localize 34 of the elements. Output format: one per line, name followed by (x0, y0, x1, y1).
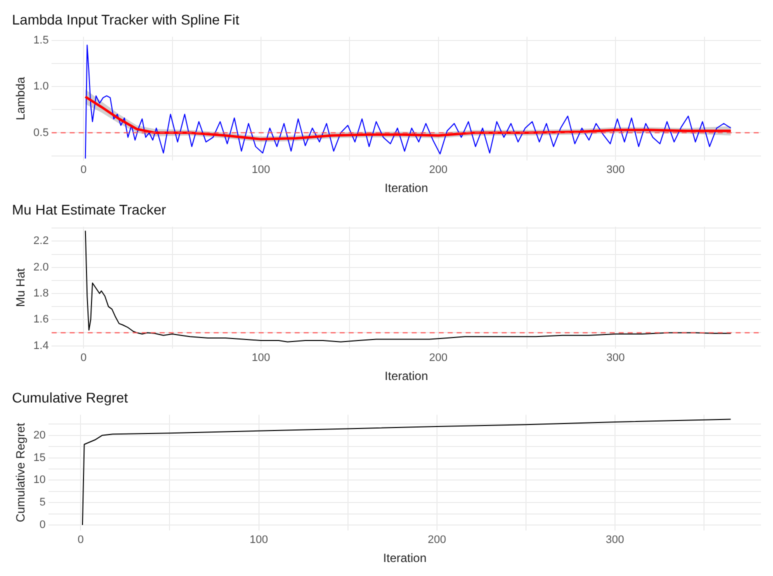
y-tick-label: 1.8 (33, 288, 49, 300)
y-tick-label: 2.2 (33, 235, 49, 248)
x-tick-label: 200 (429, 352, 448, 364)
x-axis-title: Iteration (383, 551, 426, 566)
y-tick-label: 1.4 (33, 340, 49, 352)
y-axis-title: Mu Hat (14, 268, 28, 307)
x-tick-label: 100 (250, 534, 268, 546)
chart-title: Cumulative Regret (12, 389, 128, 406)
x-tick-label: 200 (428, 534, 446, 546)
y-tick-label: 1.5 (33, 34, 49, 47)
y-axis-title: Cumulative Regret (14, 422, 28, 522)
x-tick-label: 300 (606, 352, 625, 364)
x-tick-label: 200 (429, 164, 448, 176)
x-tick-label: 0 (78, 534, 84, 546)
chart-title: Mu Hat Estimate Tracker (12, 201, 166, 218)
y-axis-title: Lambda (14, 76, 28, 120)
y-tick-label: 5 (40, 496, 46, 509)
y-tick-label: 1.0 (33, 80, 49, 93)
y-tick-label: 0.5 (33, 126, 49, 139)
x-tick-label: 300 (606, 534, 624, 546)
y-tick-label: 2.0 (33, 261, 49, 274)
x-axis-title: Iteration (384, 181, 428, 196)
chart-title: Lambda Input Tracker with Spline Fit (12, 11, 240, 28)
y-tick-label: 20 (33, 429, 46, 442)
y-tick-label: 1.6 (33, 314, 49, 326)
x-tick-label: 0 (80, 164, 87, 176)
y-tick-label: 0 (40, 519, 46, 532)
x-tick-label: 300 (606, 164, 625, 176)
x-tick-label: 100 (252, 352, 270, 364)
x-tick-label: 100 (252, 164, 270, 176)
y-tick-label: 15 (33, 452, 46, 464)
x-tick-label: 0 (80, 352, 87, 364)
y-tick-label: 10 (33, 474, 46, 486)
x-axis-title: Iteration (384, 369, 428, 384)
